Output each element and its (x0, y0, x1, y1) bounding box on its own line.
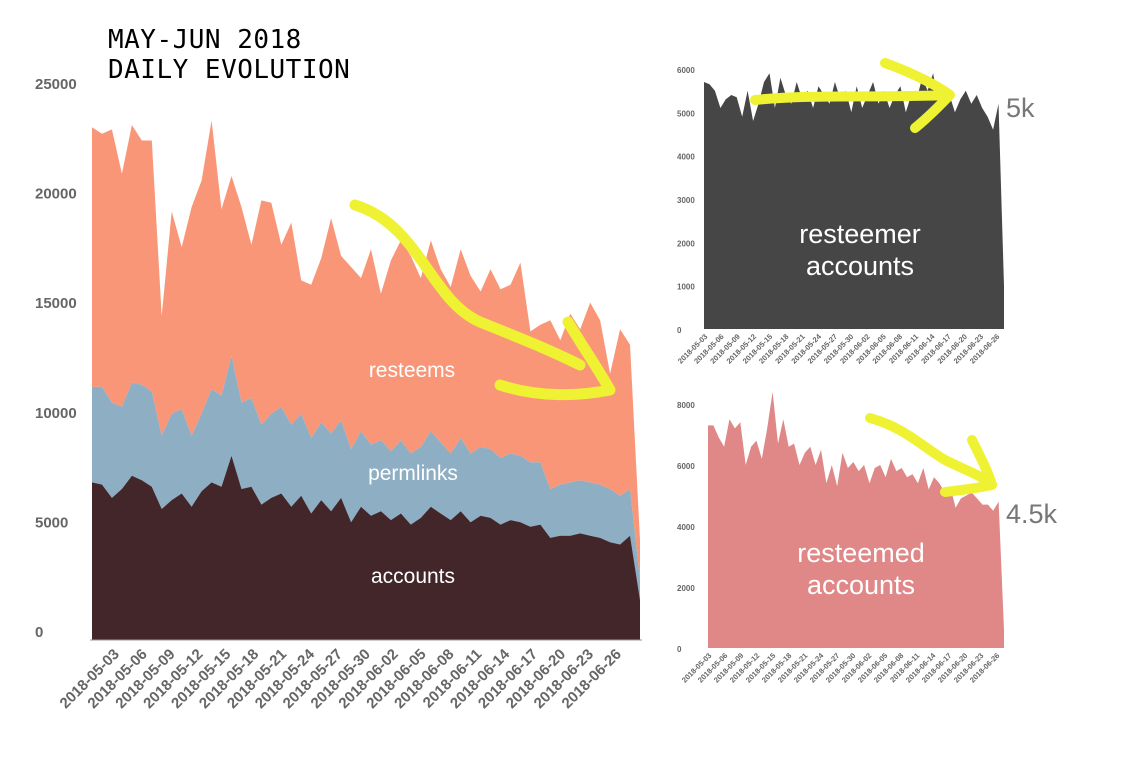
label-resteems: resteems (369, 359, 455, 382)
resteemer-y-tick: 4000 (677, 153, 695, 162)
main-y-tick: 20000 (35, 186, 77, 203)
resteemer-y-tick: 5000 (677, 109, 695, 118)
main-trend-arrow (349, 199, 616, 401)
resteemer-y-tick: 3000 (677, 196, 695, 205)
chart-title-line2: DAILY EVOLUTION (108, 55, 350, 85)
resteemed-area-series (708, 391, 1004, 648)
main-areas (92, 120, 640, 640)
label-resteemed-line1: resteemed (797, 538, 925, 568)
annotation-arrows (349, 58, 997, 497)
resteemed-y-tick: 8000 (677, 401, 695, 410)
resteemer-accounts-chart: 0 1000 2000 3000 4000 5000 6000 2018-05-032018… (676, 66, 1004, 366)
main-y-tick: 0 (35, 624, 43, 641)
resteemed-x-axis-ticks: 2018-05-032018-05-062018-05-092018-05-12… (680, 650, 1001, 684)
main-y-tick: 10000 (35, 405, 77, 422)
area-series-accounts (92, 455, 640, 640)
resteemer-y-axis-ticks: 0 1000 2000 3000 4000 5000 6000 (677, 66, 695, 335)
resteemed-y-tick: 0 (677, 645, 682, 654)
resteemed-accounts-chart: 0 2000 4000 6000 8000 2018-05-032018-05-0620… (677, 391, 1004, 685)
resteemed-y-tick: 2000 (677, 584, 695, 593)
resteemer-x-axis-ticks: 2018-05-032018-05-062018-05-092018-05-12… (676, 331, 1001, 365)
resteemer-area-series (704, 73, 1004, 329)
label-resteemer-line1: resteemer (799, 219, 921, 249)
resteemed-y-tick: 4000 (677, 523, 695, 532)
main-y-tick: 25000 (35, 76, 77, 93)
main-y-tick: 15000 (35, 295, 77, 312)
resteemed-trend-arrow (865, 413, 997, 497)
resteemed-value-annotation: 4.5k (1006, 499, 1058, 529)
main-y-axis-ticks: 0 5000 10000 15000 20000 25000 (35, 76, 77, 641)
main-y-tick: 5000 (35, 514, 68, 531)
resteemer-y-tick: 0 (677, 326, 682, 335)
area-series-resteems (92, 120, 640, 581)
label-permlinks: permlinks (368, 462, 458, 485)
chart-title-line1: MAY-JUN 2018 (108, 25, 302, 55)
label-accounts: accounts (371, 565, 455, 588)
resteemer-area (704, 73, 1004, 329)
resteemed-y-axis-ticks: 0 2000 4000 6000 8000 (677, 401, 695, 654)
resteemer-y-tick: 1000 (677, 283, 695, 292)
main-x-axis-ticks: 2018-05-032018-05-062018-05-092018-05-12… (57, 645, 625, 712)
area-series-permlinks (92, 355, 640, 600)
resteemer-trend-arrow (750, 58, 955, 133)
resteemer-y-tick: 6000 (677, 66, 695, 75)
label-resteemer-line2: accounts (806, 251, 914, 281)
resteemed-area (708, 391, 1004, 648)
label-resteemed-line2: accounts (807, 570, 915, 600)
resteemer-y-tick: 2000 (677, 239, 695, 248)
resteemed-y-tick: 6000 (677, 462, 695, 471)
resteemer-value-annotation: 5k (1006, 93, 1035, 123)
